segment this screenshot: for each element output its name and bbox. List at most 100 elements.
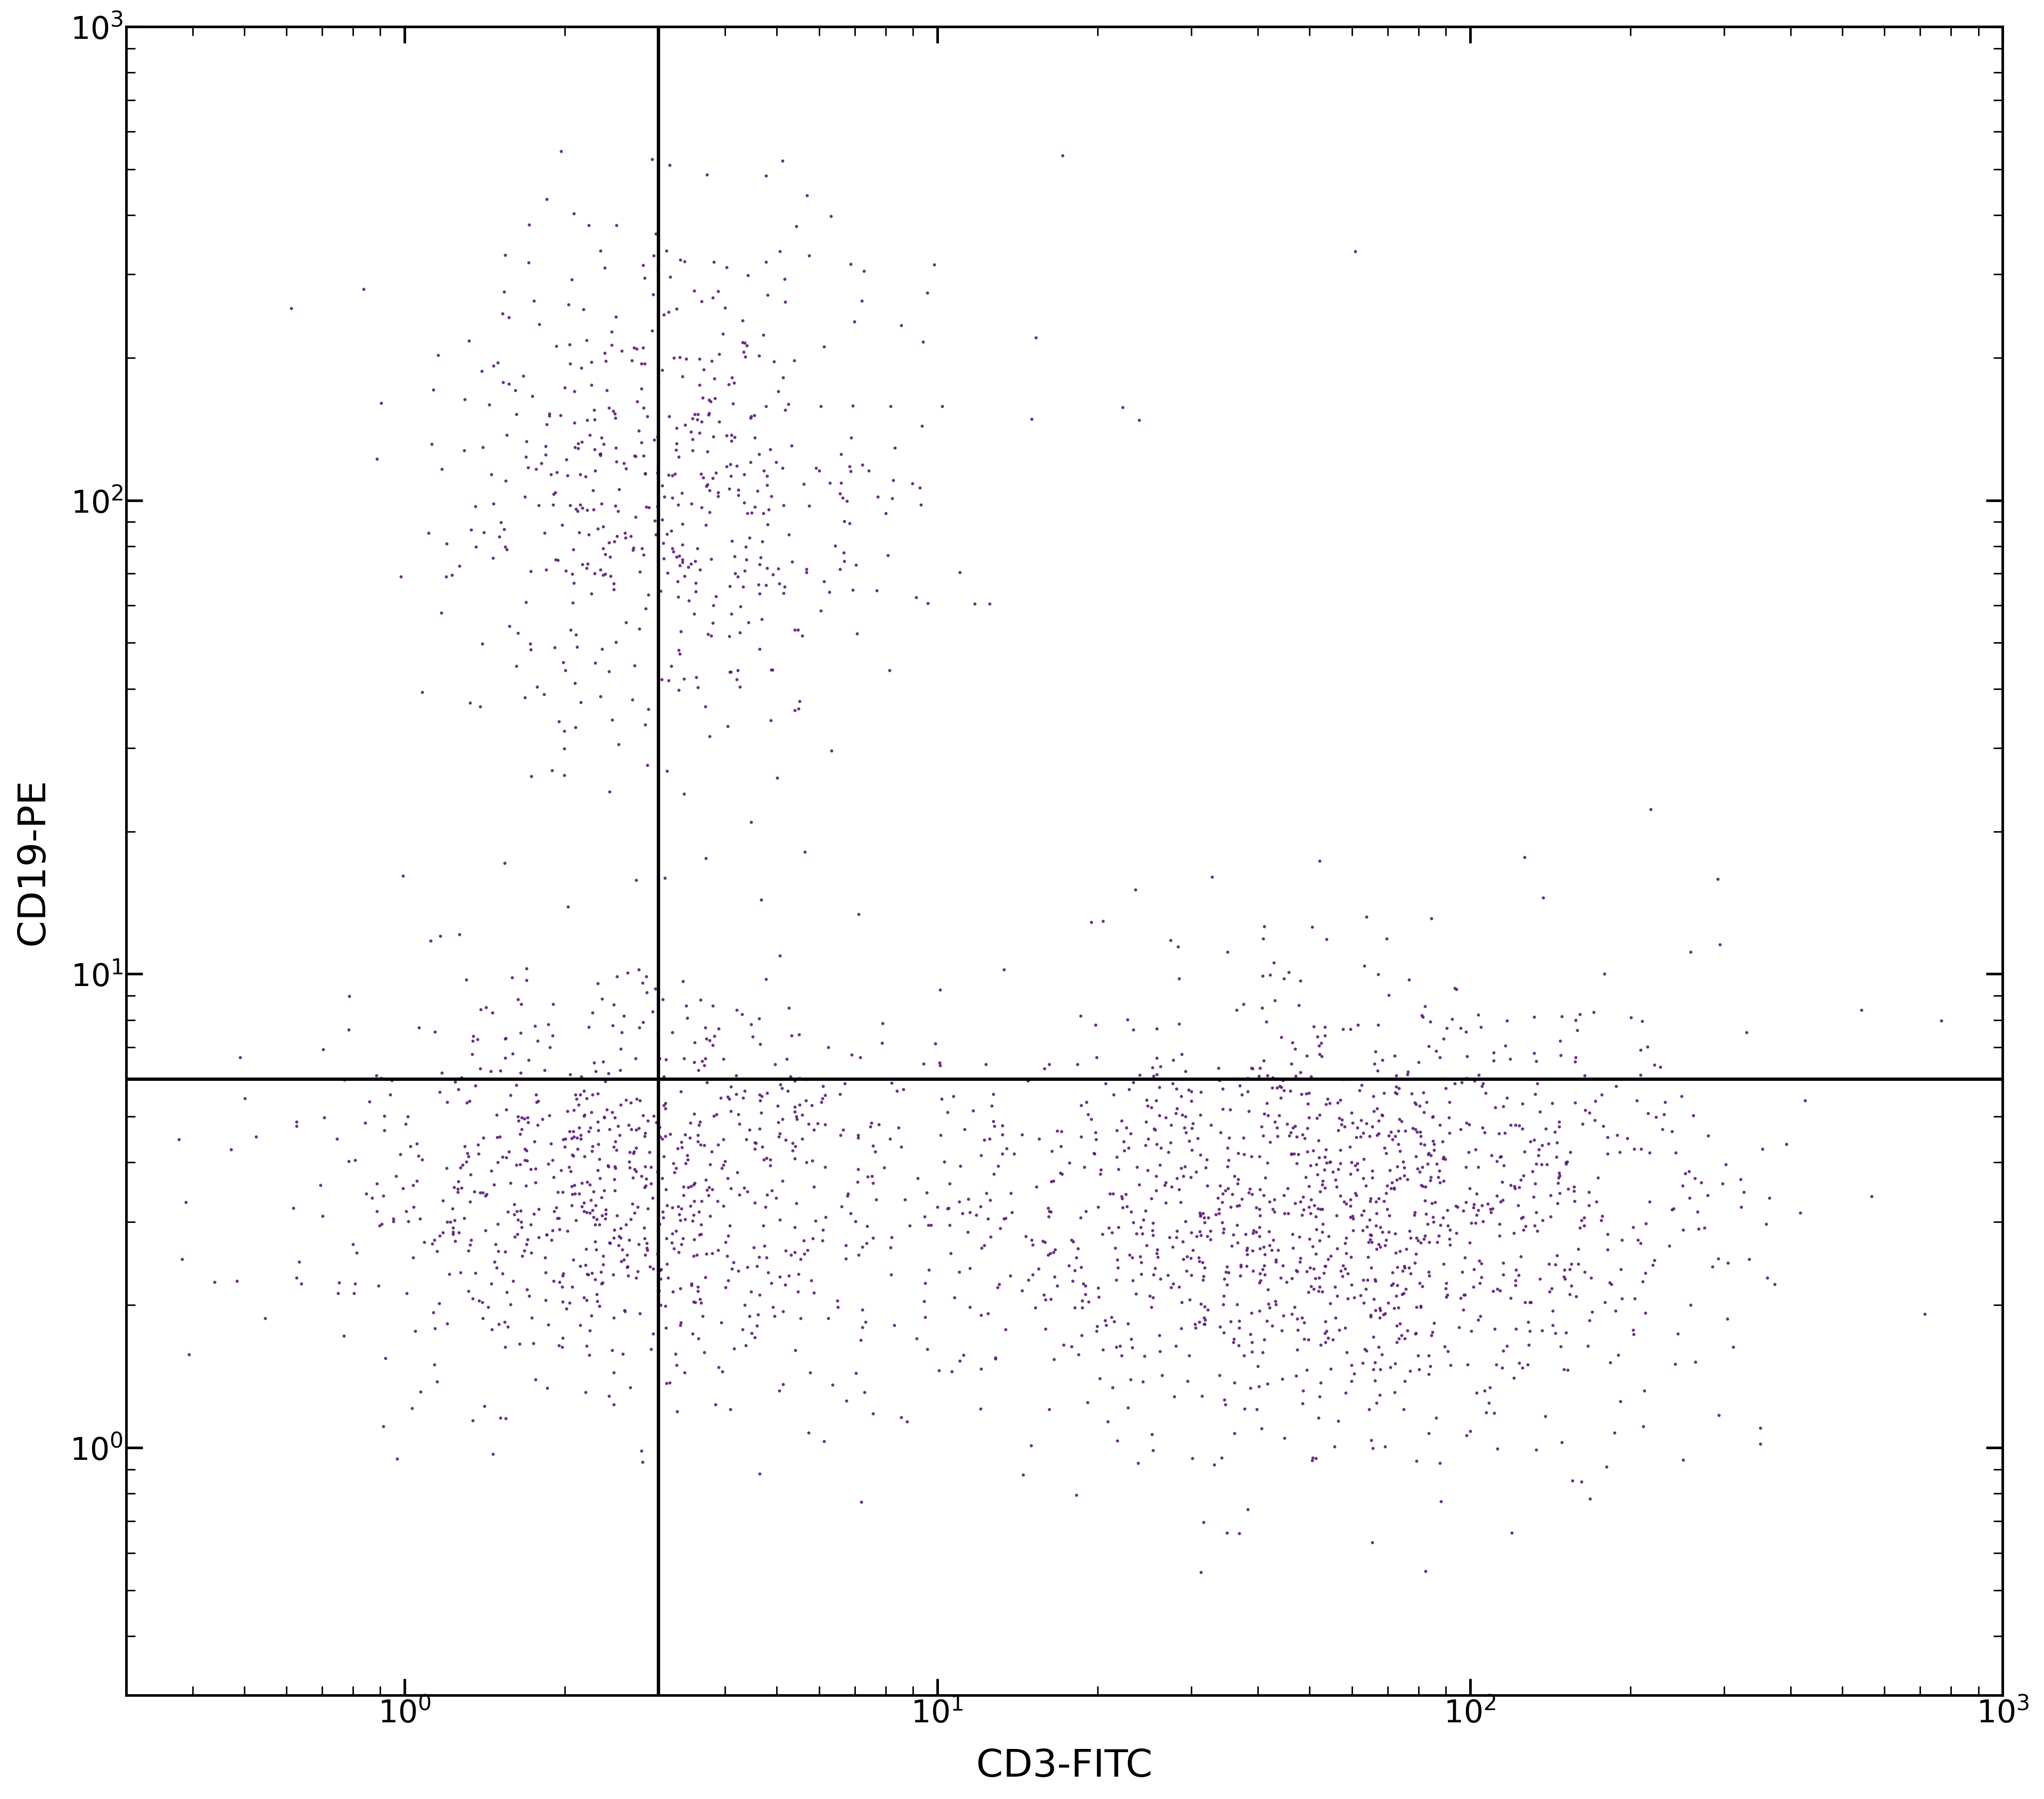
Point bbox=[466, 1288, 499, 1317]
Point bbox=[646, 1256, 679, 1284]
Point bbox=[1130, 1157, 1163, 1186]
Point bbox=[1359, 1265, 1392, 1293]
Point bbox=[895, 470, 928, 498]
Point bbox=[1429, 1268, 1461, 1297]
Point bbox=[1486, 1261, 1519, 1290]
Point bbox=[1251, 1306, 1284, 1335]
Point bbox=[564, 461, 597, 489]
Point bbox=[836, 392, 869, 421]
Point bbox=[1392, 1216, 1425, 1245]
Point bbox=[1173, 1126, 1206, 1155]
Point bbox=[560, 621, 593, 649]
Point bbox=[1382, 1324, 1414, 1353]
Point bbox=[1171, 1367, 1204, 1396]
Point bbox=[442, 1074, 474, 1103]
Point bbox=[1065, 1204, 1098, 1232]
Point bbox=[728, 1076, 760, 1105]
Point bbox=[1300, 1150, 1333, 1178]
Point bbox=[1347, 1146, 1380, 1175]
Point bbox=[672, 552, 705, 581]
Point bbox=[1100, 1234, 1132, 1263]
Point bbox=[787, 1101, 820, 1130]
Point bbox=[1543, 1178, 1576, 1207]
Point bbox=[576, 1259, 609, 1288]
Point bbox=[679, 1029, 711, 1058]
Point bbox=[1372, 1218, 1404, 1247]
Point bbox=[650, 1123, 683, 1151]
Point bbox=[1222, 1518, 1255, 1547]
Point bbox=[495, 962, 527, 991]
Point bbox=[599, 628, 632, 657]
Point bbox=[1390, 1117, 1423, 1146]
Point bbox=[1478, 1400, 1511, 1428]
Point bbox=[1576, 1297, 1609, 1326]
Point bbox=[648, 300, 681, 329]
Point bbox=[1359, 1367, 1392, 1396]
Point bbox=[1212, 1151, 1245, 1180]
Point bbox=[1112, 1006, 1145, 1034]
Point bbox=[305, 1171, 337, 1200]
Point bbox=[1206, 1096, 1239, 1124]
Point bbox=[1322, 1115, 1355, 1144]
Point bbox=[1474, 1373, 1506, 1401]
Point bbox=[437, 1218, 470, 1247]
Point bbox=[572, 1340, 605, 1369]
Point bbox=[752, 281, 785, 309]
Point bbox=[1136, 1209, 1169, 1238]
Y-axis label: CD19-PE: CD19-PE bbox=[14, 777, 51, 944]
Point bbox=[783, 1259, 816, 1288]
Point bbox=[715, 426, 748, 455]
Point bbox=[593, 1153, 625, 1182]
Point bbox=[650, 237, 683, 266]
Point bbox=[1464, 1302, 1496, 1331]
Point bbox=[489, 849, 521, 878]
Point bbox=[503, 1119, 536, 1148]
Point bbox=[1392, 1166, 1425, 1195]
Point bbox=[1502, 1349, 1535, 1378]
Point bbox=[437, 1207, 470, 1236]
Point bbox=[578, 1227, 611, 1256]
Point bbox=[625, 1448, 658, 1477]
Point bbox=[517, 1128, 550, 1157]
Point bbox=[429, 563, 462, 592]
Point bbox=[1006, 1275, 1038, 1304]
Point bbox=[617, 1155, 650, 1184]
Point bbox=[650, 1313, 683, 1342]
Point bbox=[1296, 912, 1329, 941]
Point bbox=[1104, 1331, 1136, 1360]
Point bbox=[683, 419, 715, 448]
Point bbox=[648, 1142, 681, 1171]
Point bbox=[1265, 1317, 1298, 1346]
Point bbox=[995, 1198, 1028, 1227]
Point bbox=[548, 718, 580, 747]
Point bbox=[650, 1369, 683, 1398]
Point bbox=[1251, 1369, 1284, 1398]
Point bbox=[628, 1223, 660, 1252]
Point bbox=[1175, 1087, 1208, 1115]
Point bbox=[1253, 961, 1286, 989]
Point bbox=[1406, 1153, 1439, 1182]
Point bbox=[1008, 1461, 1040, 1490]
Point bbox=[1478, 1047, 1511, 1076]
Point bbox=[664, 1195, 697, 1223]
Point bbox=[1635, 795, 1668, 824]
Point bbox=[1102, 1427, 1134, 1455]
Point bbox=[1553, 1256, 1586, 1284]
Point bbox=[1408, 991, 1441, 1020]
Point bbox=[1410, 1200, 1443, 1229]
Point bbox=[446, 1063, 478, 1092]
Point bbox=[752, 497, 785, 525]
Point bbox=[593, 1060, 625, 1088]
Point bbox=[1322, 1155, 1355, 1184]
Point bbox=[599, 399, 632, 428]
Point bbox=[1126, 1205, 1159, 1234]
Point bbox=[1171, 1076, 1204, 1105]
Point bbox=[1141, 1130, 1173, 1159]
Point bbox=[1143, 1101, 1175, 1130]
Point bbox=[1120, 1220, 1153, 1249]
Point bbox=[928, 1148, 961, 1177]
Point bbox=[1294, 1151, 1327, 1180]
Point bbox=[601, 448, 634, 477]
Point bbox=[625, 968, 658, 997]
Point bbox=[1226, 989, 1259, 1018]
